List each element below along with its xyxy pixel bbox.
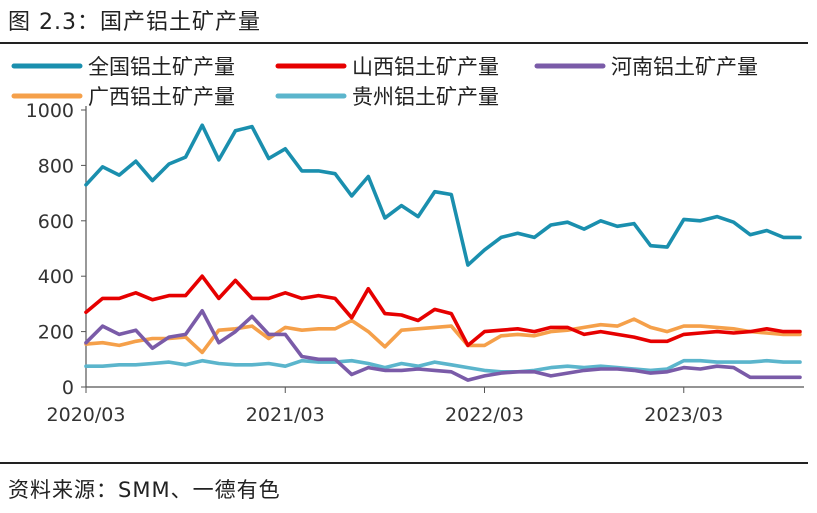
y-tick-label: 1000 [26,100,74,122]
legend-label: 河南铝土矿产量 [611,55,758,79]
chart-series [84,123,802,382]
y-tick-label: 600 [38,211,74,233]
x-tick-label: 2023/03 [644,404,723,426]
source-note: 资料来源：SMM、一德有色 [8,478,281,502]
bottom-rule [0,462,808,464]
series-line [84,308,802,382]
series-line [84,358,802,374]
top-rule [0,42,808,44]
x-tick-label: 2021/03 [246,404,325,426]
y-tick-label: 400 [38,266,74,288]
series-line [84,274,802,348]
legend-label: 贵州铝土矿产量 [352,85,499,109]
legend-label: 全国铝土矿产量 [88,55,235,79]
y-tick-label: 200 [38,322,74,344]
y-tick-label: 0 [62,377,74,399]
figure-title: 图 2.3：国产铝土矿产量 [8,10,261,35]
chart-axes: 0 200 400 600 800 1000 2020/03 2021/03 2022/03 20… [26,100,804,426]
y-tick-label: 800 [38,155,74,177]
legend-label: 山西铝土矿产量 [352,55,499,79]
x-tick-label: 2022/03 [445,404,524,426]
series-line [84,123,802,267]
x-tick-label: 2020/03 [47,404,126,426]
legend-label: 广西铝土矿产量 [88,85,235,109]
series-line [84,317,802,355]
